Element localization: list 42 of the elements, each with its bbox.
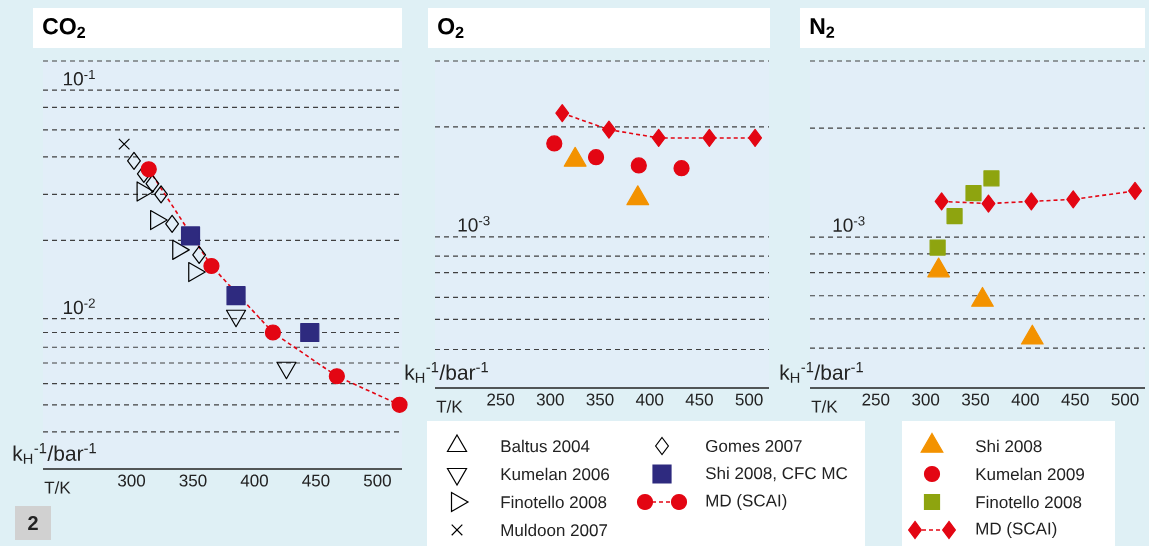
x-tick-label: 500: [363, 474, 391, 487]
legend-label: Kumelan 2006: [501, 467, 610, 481]
chart-title: N$_{2}$: [810, 18, 835, 38]
y-tick-label: 10$^{-2}$: [63, 298, 95, 315]
y-axis-title: k$_{H}$$^{-1}$/bar$^{-1}$: [13, 443, 96, 464]
x-tick-label: 400: [635, 393, 664, 406]
x-tick-label: 400: [240, 474, 268, 487]
x-tick-label: 350: [586, 393, 614, 406]
legend-label: Gomes 2007: [706, 439, 802, 453]
text: Kumelan 2009: [976, 467, 1084, 481]
x-tick-label: 250: [862, 393, 890, 406]
annotation: 10$^{-3}$: [833, 216, 865, 232]
y-tick-label: 10$^{-1}$: [63, 69, 95, 86]
x-tick-label: 450: [1061, 393, 1089, 406]
legend-label: Shi 2008, CFC MC: [705, 466, 848, 482]
x-tick-label: 400: [1011, 393, 1039, 406]
legend-label: MD (SCAI): [706, 494, 787, 510]
x-tick-label: 250: [487, 393, 515, 406]
x-tick-label: 500: [735, 393, 763, 406]
legend-label: Baltus 2004: [501, 439, 590, 453]
x-tick-label: 350: [179, 474, 207, 487]
legend-label: Shi 2008: [975, 439, 1042, 453]
x-axis-title: T/K: [44, 481, 71, 494]
x-tick-label: 350: [961, 393, 990, 406]
legend-label: Finotello 2008: [976, 495, 1082, 509]
text: 2: [28, 516, 38, 530]
x-axis-title: T/K: [436, 400, 463, 413]
x-tick-label: 500: [1111, 393, 1139, 406]
y-axis-title: k$_{H}$$^{-1}$/bar$^{-1}$: [780, 362, 863, 383]
annotation: 10$^{-3}$: [458, 215, 490, 232]
x-tick-label: 300: [536, 393, 564, 406]
x-tick-label: 300: [912, 393, 940, 406]
x-axis-title: T/K: [811, 400, 838, 413]
legend-label: MD (SCAI): [976, 522, 1057, 538]
x-tick-label: 450: [302, 474, 330, 487]
x-tick-label: 300: [117, 474, 146, 487]
x-tick-label: 450: [685, 393, 713, 406]
legend-label: Muldoon 2007: [501, 523, 608, 537]
chart-title: CO$_{2}$: [43, 18, 86, 38]
legend-label: Finotello 2008: [501, 495, 607, 509]
y-axis-title: k$_{H}$$^{-1}$/bar$^{-1}$: [405, 362, 488, 383]
chart-title: O$_{2}$: [438, 18, 464, 38]
